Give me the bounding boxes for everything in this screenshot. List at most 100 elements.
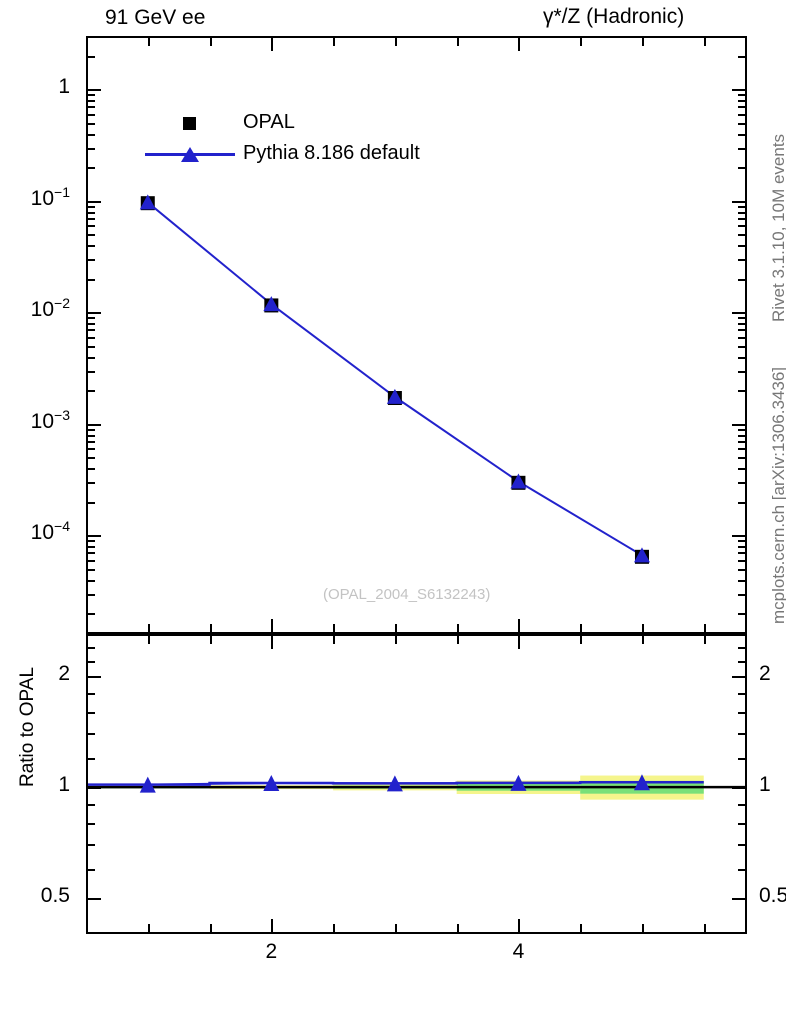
axis-tick (88, 206, 95, 208)
axis-tick (148, 624, 150, 632)
y-tick-label: 10−1 (30, 183, 70, 210)
axis-tick (738, 167, 745, 169)
axis-tick (88, 844, 95, 846)
axis-tick (732, 89, 745, 91)
axis-tick (738, 279, 745, 281)
axis-tick (738, 346, 745, 348)
axis-tick (88, 148, 95, 150)
axis-tick (738, 580, 745, 582)
axis-tick (518, 919, 520, 932)
ratio-panel-frame (86, 634, 747, 934)
axis-tick (738, 647, 745, 649)
axis-tick (88, 429, 95, 431)
ratio-y-tick-label-right: 2 (759, 662, 771, 686)
axis-tick (333, 636, 335, 644)
axis-tick (271, 38, 273, 51)
mc-ratio-marker (510, 774, 527, 791)
mc-point-marker (510, 473, 527, 489)
axis-tick (738, 357, 745, 359)
axis-tick (88, 540, 95, 542)
axis-tick (738, 212, 745, 214)
axis-tick (732, 201, 745, 203)
y-tick-label: 10−2 (30, 295, 70, 322)
ratio-axis-title: Ratio to OPAL (17, 666, 38, 788)
axis-tick (88, 552, 95, 554)
credit-mcplots: mcplots.cern.ch [arXiv:1306.3436] (769, 366, 786, 624)
axis-tick (148, 38, 150, 46)
axis-tick (88, 647, 95, 649)
axis-tick (704, 624, 706, 632)
ratio-y-tick-label-left: 1 (58, 773, 70, 797)
axis-tick (88, 546, 95, 548)
axis-tick (88, 502, 95, 504)
main-series-group (139, 194, 650, 564)
triangle-marker-icon (181, 147, 199, 162)
axis-tick (732, 676, 745, 678)
ratio-y-tick-label-left: 2 (58, 662, 70, 686)
axis-tick (88, 560, 95, 562)
x-tick-label: 2 (265, 940, 278, 963)
main-panel-frame (86, 36, 747, 634)
y-tick-label: 10−3 (30, 406, 70, 433)
axis-tick (738, 540, 745, 542)
axis-tick (642, 624, 644, 632)
axis-tick (88, 245, 95, 247)
axis-tick (732, 535, 745, 537)
axis-tick (738, 148, 745, 150)
axis-tick (88, 804, 95, 806)
ratio-y-tick-label-left: 0.5 (40, 884, 70, 908)
axis-tick (738, 94, 745, 96)
axis-tick (732, 424, 745, 426)
axis-tick (738, 482, 745, 484)
axis-tick (88, 457, 95, 459)
axis-tick (518, 38, 520, 51)
analysis-watermark: (OPAL_2004_S6132243) (323, 586, 491, 603)
axis-tick (580, 636, 582, 644)
ratio-plot-area (88, 636, 745, 932)
axis-tick (88, 613, 95, 615)
axis-tick (518, 619, 520, 632)
axis-tick (210, 924, 212, 932)
axis-tick (88, 346, 95, 348)
axis-tick (88, 580, 95, 582)
axis-tick (88, 676, 101, 678)
axis-tick (88, 312, 101, 314)
axis-tick (88, 468, 95, 470)
square-marker-icon (183, 117, 196, 130)
axis-tick (88, 357, 95, 359)
axis-tick (88, 114, 95, 116)
axis-tick (738, 594, 745, 596)
mc-point-marker (263, 296, 280, 312)
axis-tick (271, 619, 273, 632)
x-tick-label: 4 (512, 940, 525, 963)
axis-tick (88, 424, 101, 426)
axis-tick (333, 38, 335, 46)
axis-tick (738, 323, 745, 325)
axis-tick (88, 441, 95, 443)
axis-tick (738, 259, 745, 261)
axis-tick (88, 89, 101, 91)
axis-tick (88, 106, 95, 108)
axis-tick (738, 329, 745, 331)
axis-tick (642, 38, 644, 46)
axis-tick (88, 693, 95, 695)
axis-tick (738, 844, 745, 846)
axis-tick (88, 123, 95, 125)
axis-tick (738, 390, 745, 392)
axis-tick (642, 924, 644, 932)
legend-label-opal: OPAL (243, 111, 295, 133)
credit-rivet: Rivet 3.1.10, 10M events (769, 133, 786, 322)
axis-tick (580, 924, 582, 932)
axis-tick (88, 594, 95, 596)
y-tick-label: 10−4 (30, 518, 70, 545)
axis-tick (88, 712, 95, 714)
axis-tick (738, 804, 745, 806)
y-tick-label: 1 (58, 75, 70, 99)
axis-tick (457, 624, 459, 632)
header-right-title: γ*/Z (Hadronic) (543, 5, 685, 28)
axis-tick (333, 924, 335, 932)
axis-tick (88, 661, 95, 663)
axis-tick (88, 535, 101, 537)
axis-tick (88, 225, 95, 227)
